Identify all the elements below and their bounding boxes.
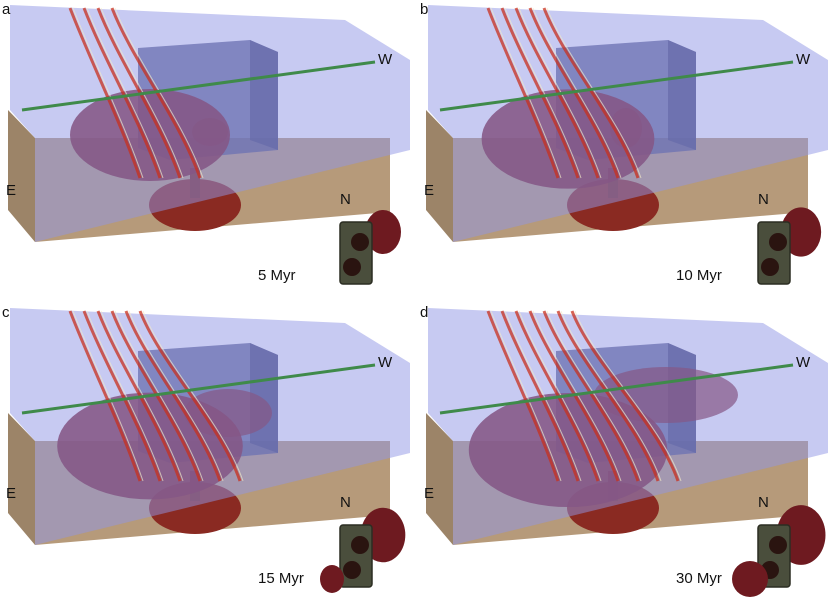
shear-zone-highlight <box>72 310 144 482</box>
map-plume-core <box>769 233 787 251</box>
model-scene <box>8 308 410 593</box>
shear-zone <box>68 7 142 179</box>
profile-line <box>439 60 794 112</box>
time-label: 5 Myr <box>258 267 296 284</box>
shear-zone-highlight <box>560 310 662 482</box>
west-label: W <box>796 354 811 371</box>
shear-zone-highlight <box>72 7 144 179</box>
model-scene <box>426 5 828 285</box>
shear-zone-highlight <box>100 310 184 482</box>
map-plume-lobe <box>732 561 768 597</box>
north-label: N <box>340 191 351 208</box>
shear-zone <box>486 310 560 482</box>
east-label: E <box>6 485 17 502</box>
map-plume-core <box>761 258 779 276</box>
shear-zone-highlight <box>490 310 562 482</box>
shear-zone <box>68 310 142 482</box>
shear-zone <box>556 310 660 482</box>
shear-zone <box>138 310 242 482</box>
map-plume-core <box>351 233 369 251</box>
crust-side <box>426 110 453 242</box>
map-plume-core <box>769 536 787 554</box>
shear-zone <box>486 7 560 179</box>
shear-zone-highlight <box>100 7 184 179</box>
crust-side <box>426 413 453 545</box>
panel-b: b W E N 10 Myr <box>418 0 835 303</box>
profile-line <box>21 60 376 112</box>
crust-side <box>8 110 35 242</box>
shear-zone-highlight <box>142 310 244 482</box>
panel-c: c W E N 15 Myr <box>0 303 417 606</box>
north-label: N <box>758 494 769 511</box>
profile-line <box>21 363 376 415</box>
shear-zone-highlight <box>518 7 602 179</box>
north-label: N <box>340 494 351 511</box>
time-label: 10 Myr <box>676 267 722 284</box>
time-label: 30 Myr <box>676 570 722 587</box>
shear-zone <box>82 310 162 482</box>
profile-line <box>439 363 794 415</box>
map-plume-core <box>343 561 361 579</box>
west-label: W <box>378 354 393 371</box>
panel-letter: a <box>2 1 11 18</box>
east-label: E <box>424 182 435 199</box>
shear-zone-highlight <box>86 310 164 482</box>
shear-zone-highlight <box>490 7 562 179</box>
north-label: N <box>758 191 769 208</box>
shear-zone <box>82 7 162 179</box>
shear-zone-highlight <box>546 7 642 179</box>
map-plume-lobe <box>320 565 344 593</box>
shear-zone-highlight <box>504 310 582 482</box>
shear-zone <box>500 310 580 482</box>
shear-zone <box>96 310 182 482</box>
shear-zone-highlight <box>546 310 642 482</box>
east-label: E <box>6 182 17 199</box>
west-label: W <box>796 51 811 68</box>
model-scene <box>426 308 828 597</box>
shear-zone <box>96 7 182 179</box>
time-label: 15 Myr <box>258 570 304 587</box>
shear-zone-highlight <box>504 7 582 179</box>
model-scene <box>8 5 410 285</box>
panel-letter: c <box>2 304 10 321</box>
shear-zone-highlight <box>128 310 224 482</box>
map-plume <box>365 210 401 254</box>
map-plume-core <box>343 258 361 276</box>
shear-zone <box>500 7 580 179</box>
panel-d: d W E N 30 Myr <box>418 303 835 606</box>
panel-a: a W E N 5 Myr <box>0 0 417 303</box>
east-label: E <box>424 485 435 502</box>
crust-side <box>8 413 35 545</box>
shear-zone <box>514 7 600 179</box>
shear-zone <box>570 310 680 482</box>
map-plume-core <box>351 536 369 554</box>
west-label: W <box>378 51 393 68</box>
panel-letter: d <box>420 304 429 321</box>
map-plume <box>780 207 822 257</box>
shear-zone-highlight <box>518 310 602 482</box>
shear-zone <box>514 310 600 482</box>
panel-letter: b <box>420 1 429 18</box>
shear-zone-highlight <box>86 7 164 179</box>
shear-zone-highlight <box>574 310 682 482</box>
